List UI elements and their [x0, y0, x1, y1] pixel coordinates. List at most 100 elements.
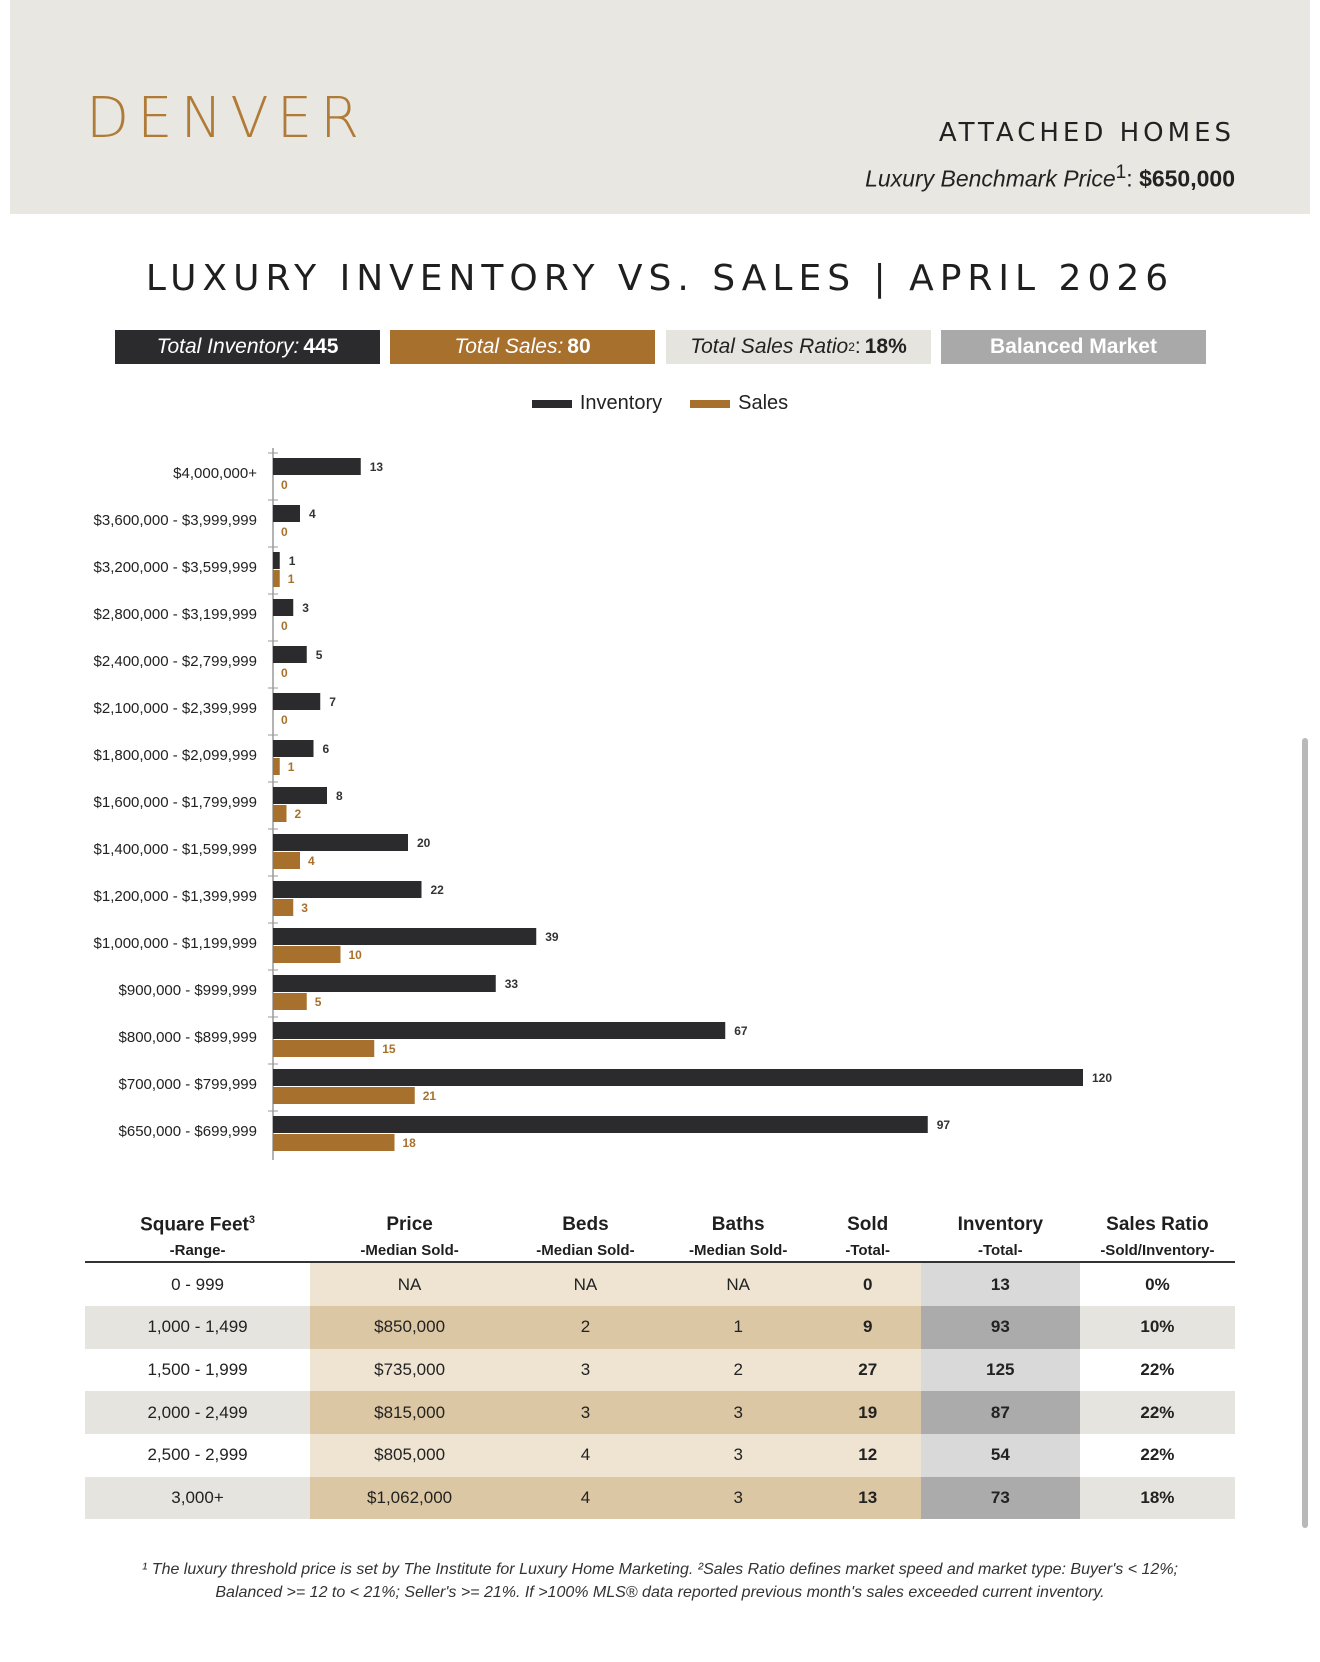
inventory-data-label: 6: [323, 742, 330, 756]
total-sales-box: Total Sales: 80: [390, 330, 655, 364]
benchmark-sup: 1: [1115, 162, 1127, 183]
table-header-row: Square Feet3 -Range- Price -Median Sold- B…: [85, 1208, 1235, 1263]
sales-data-label: 0: [281, 666, 288, 680]
total-inventory-value: 445: [303, 335, 339, 358]
cell-range: 1,000 - 1,499: [85, 1306, 311, 1349]
inventory-bar: [273, 646, 307, 663]
legend-label-sales: Sales: [738, 392, 789, 414]
table-row: 2,500 - 2,999 $805,000 4 3 12 54 22%: [85, 1434, 1235, 1477]
cell-sold: 19: [814, 1391, 921, 1435]
cell-sales-ratio: 22%: [1079, 1434, 1235, 1477]
square-feet-table: Square Feet3 -Range- Price -Median Sold- B…: [85, 1208, 1235, 1520]
cell-beds: 2: [509, 1306, 662, 1349]
cell-baths: 1: [661, 1306, 815, 1349]
inventory-data-label: 1: [289, 554, 296, 568]
inventory-bar: [273, 599, 294, 616]
vertical-scrollbar[interactable]: [1302, 738, 1308, 1528]
category-tick-label: $700,000 - $799,999: [119, 1076, 257, 1093]
cell-inventory: 73: [920, 1476, 1080, 1520]
sales-bar: [273, 899, 294, 916]
col-sub-sold: -Total-: [845, 1242, 891, 1260]
legend-swatch-inventory: [531, 399, 572, 408]
sales-data-label: 1: [288, 572, 295, 586]
sales-bar: [273, 570, 280, 587]
sales-data-label: 3: [301, 901, 308, 915]
sales-bar: [273, 1134, 395, 1151]
table-row: 0 - 999 NA NA NA 0 13 0%: [85, 1262, 1235, 1307]
inventory-data-label: 4: [309, 507, 316, 521]
col-title-sold: Sold: [847, 1214, 889, 1236]
cell-sold: 0: [814, 1262, 921, 1307]
sales-data-label: 4: [308, 854, 315, 868]
category-tick-label: $3,600,000 - $3,999,999: [94, 512, 257, 529]
cell-sold: 9: [814, 1306, 921, 1349]
sales-data-label: 1: [288, 760, 295, 774]
benchmark-value: $650,000: [1139, 165, 1235, 192]
col-header-beds: Beds -Median Sold-: [509, 1208, 662, 1262]
inventory-data-label: 39: [545, 930, 559, 944]
inventory-data-label: 22: [431, 883, 445, 897]
cell-sales-ratio: 18%: [1079, 1476, 1235, 1520]
legend-item-sales: Sales: [690, 392, 788, 415]
cell-range: 0 - 999: [85, 1262, 311, 1307]
inventory-bar: [273, 881, 422, 898]
cell-baths: NA: [661, 1262, 815, 1307]
inventory-bar: [273, 975, 496, 992]
table-row: 1,500 - 1,999 $735,000 3 2 27 125 22%: [85, 1348, 1235, 1392]
sales-bar: [273, 758, 280, 775]
col-header-price: Price -Median Sold-: [310, 1208, 509, 1262]
cell-sales-ratio: 22%: [1079, 1348, 1235, 1392]
col-sup-square-feet: 3: [248, 1214, 255, 1226]
cell-sold: 13: [814, 1476, 921, 1520]
sales-bar: [273, 946, 341, 963]
sales-data-label: 18: [403, 1136, 417, 1150]
col-title-beds: Beds: [562, 1214, 609, 1236]
category-tick-label: $900,000 - $999,999: [119, 982, 257, 999]
cell-price: $1,062,000: [310, 1476, 510, 1520]
category-tick-label: $2,100,000 - $2,399,999: [94, 700, 257, 717]
inventory-data-label: 13: [370, 460, 384, 474]
cell-inventory: 13: [920, 1262, 1080, 1307]
chart-legend: Inventory Sales: [0, 392, 1320, 415]
cell-range: 1,500 - 1,999: [85, 1348, 311, 1392]
col-title-baths: Baths: [711, 1214, 765, 1236]
inventory-bar: [273, 740, 314, 757]
cell-beds: 4: [509, 1476, 662, 1520]
category-tick-label: $1,600,000 - $1,799,999: [94, 794, 257, 811]
market-type-box: Balanced Market: [941, 330, 1206, 364]
col-title-inventory: Inventory: [957, 1214, 1044, 1236]
inventory-bar: [273, 552, 280, 569]
cell-price: $815,000: [310, 1391, 510, 1435]
cell-price: $805,000: [310, 1434, 510, 1477]
inventory-data-label: 120: [1092, 1071, 1112, 1085]
inventory-sales-chart: $4,000,000+ 130$3,600,000 - $3,999,999 40$…: [94, 448, 1112, 1160]
col-header-baths: Baths -Median Sold-: [662, 1208, 815, 1262]
table-row: 3,000+ $1,062,000 4 3 13 73 18%: [85, 1476, 1235, 1520]
inventory-bar: [273, 458, 361, 475]
sales-bar: [273, 805, 287, 822]
cell-sales-ratio: 10%: [1079, 1306, 1235, 1349]
col-header-sold: Sold -Total-: [815, 1208, 921, 1262]
category-tick-label: $1,400,000 - $1,599,999: [94, 841, 257, 858]
inventory-data-label: 3: [302, 601, 309, 615]
cell-range: 2,500 - 2,999: [85, 1434, 311, 1477]
sales-bar: [273, 1040, 375, 1057]
sales-bar: [273, 993, 307, 1010]
sales-data-label: 0: [281, 713, 288, 727]
col-sub-price: -Median Sold-: [360, 1242, 459, 1260]
report-header: DENVER ATTACHED HOMES Luxury Benchmark P…: [10, 0, 1310, 214]
total-sales-ratio-value: 18%: [864, 335, 907, 358]
total-sales-ratio-label: Total Sales Ratio: [690, 335, 849, 358]
sales-data-label: 5: [315, 995, 322, 1009]
inventory-data-label: 67: [734, 1024, 748, 1038]
cell-beds: 3: [509, 1348, 662, 1392]
sales-data-label: 0: [281, 525, 288, 539]
col-sub-inventory: -Total-: [977, 1242, 1023, 1260]
city-title: DENVER: [86, 86, 367, 151]
category-tick-label: $650,000 - $699,999: [119, 1123, 257, 1140]
cell-sales-ratio: 0%: [1079, 1262, 1235, 1307]
inventory-bar: [273, 1069, 1083, 1086]
category-tick-label: $2,400,000 - $2,799,999: [94, 653, 257, 670]
legend-item-inventory: Inventory: [531, 392, 662, 415]
cell-baths: 3: [661, 1434, 815, 1477]
